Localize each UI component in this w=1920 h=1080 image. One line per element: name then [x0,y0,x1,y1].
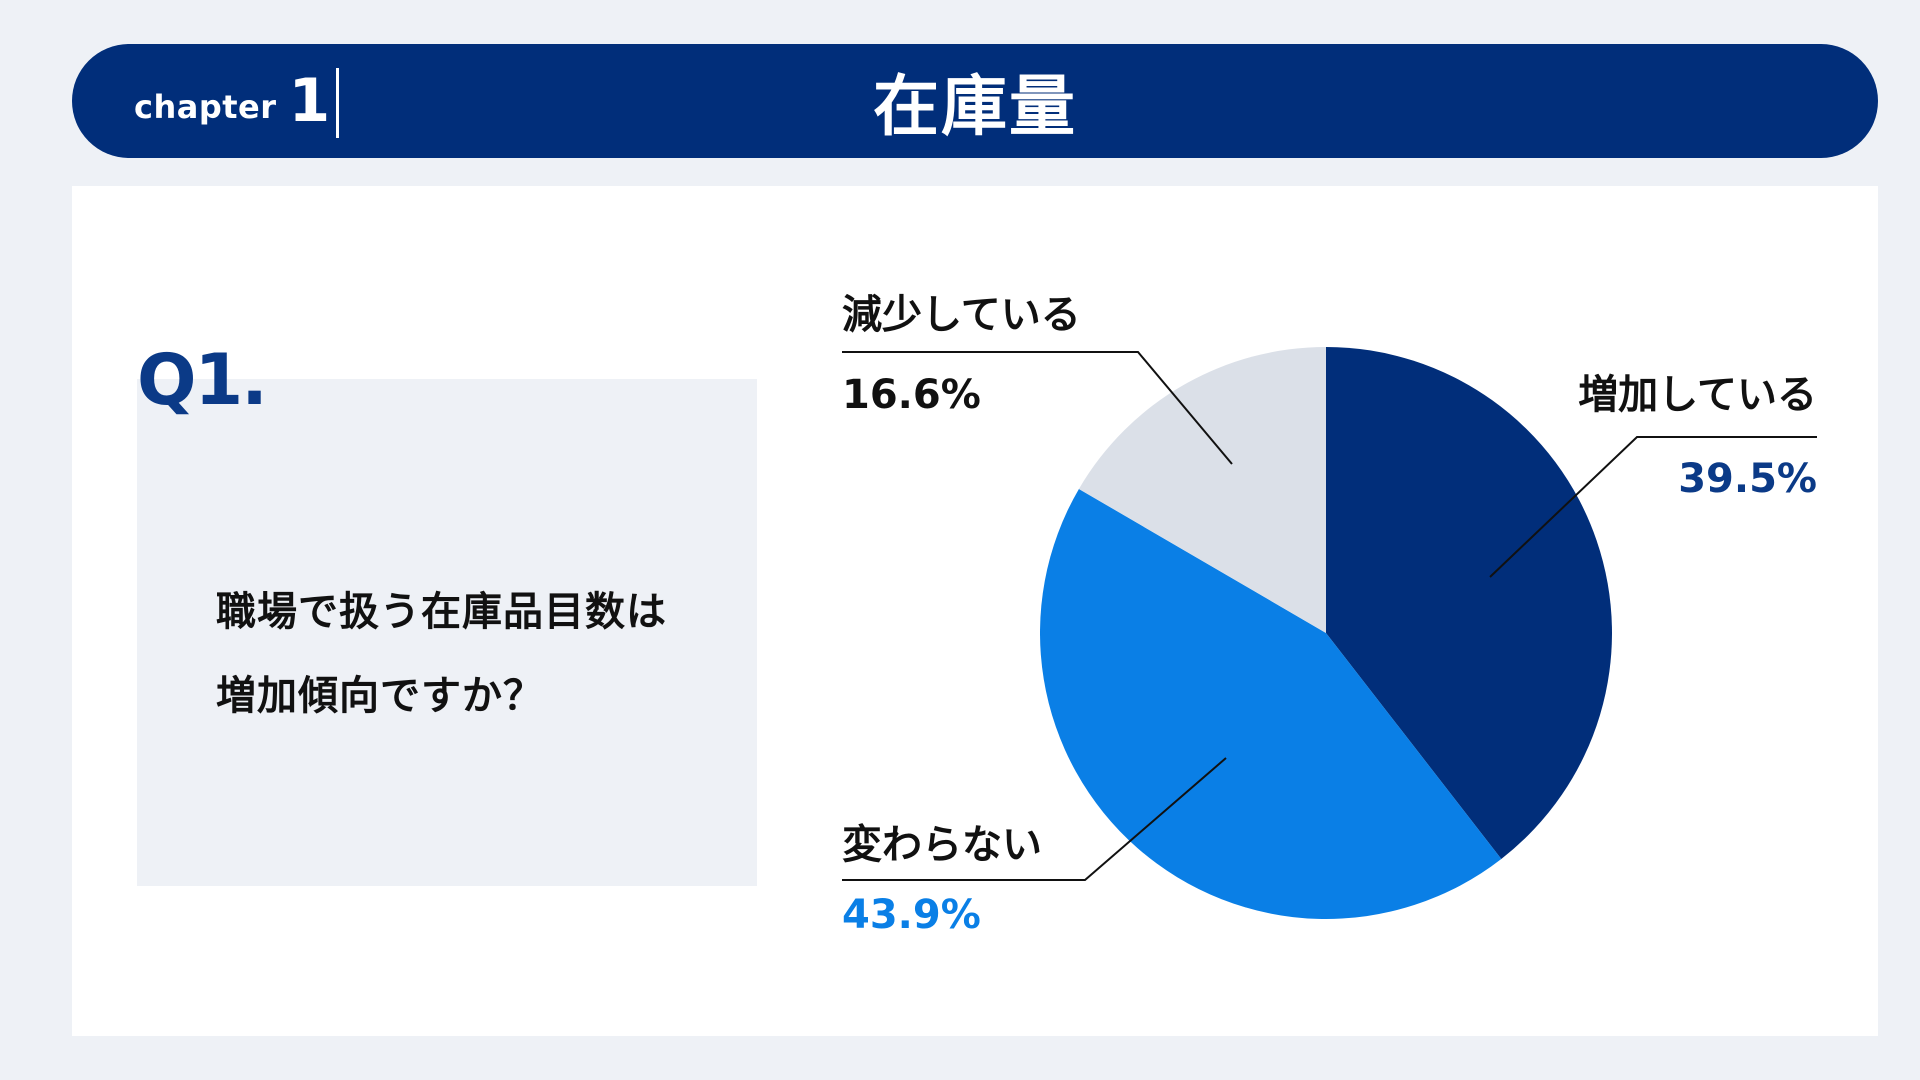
pie-slices [1040,347,1612,919]
question-line-1: 職場で扱う在庫品目数は [216,589,667,635]
pie-slice-increase [1326,347,1612,859]
label-unchanged: 変わらない [842,822,1042,868]
pie-slice-unchanged [1040,488,1502,919]
value-unchanged: 43.9% [842,892,981,938]
question-number: Q1. [137,339,268,421]
chapter-badge: chapter 1 [134,44,330,158]
question-text: 職場で扱う在庫品目数は 増加傾向ですか？ [216,570,736,738]
question-box [137,379,757,886]
leader-line-unchanged [842,757,1227,881]
leader-line-decrease [842,351,1233,465]
question-line-2: 増加傾向ですか？ [216,673,544,719]
label-decrease: 減少している [842,292,1081,338]
slice-labels: 増加している 39.5% 減少している 16.6% 変わらない 43.9% [842,292,1817,938]
leader-line-increase [1489,436,1817,578]
chapter-header: chapter 1 在庫量 [72,44,1878,158]
value-decrease: 16.6% [842,372,981,418]
header-divider [336,68,339,138]
pie-slice-decrease [1078,347,1326,633]
leader-lines [842,351,1817,881]
page-title: 在庫量 [873,68,1077,145]
value-increase: 39.5% [1678,456,1817,502]
chapter-number: 1 [288,66,331,136]
chapter-label: chapter [134,88,277,126]
label-increase: 増加している [1578,372,1817,418]
